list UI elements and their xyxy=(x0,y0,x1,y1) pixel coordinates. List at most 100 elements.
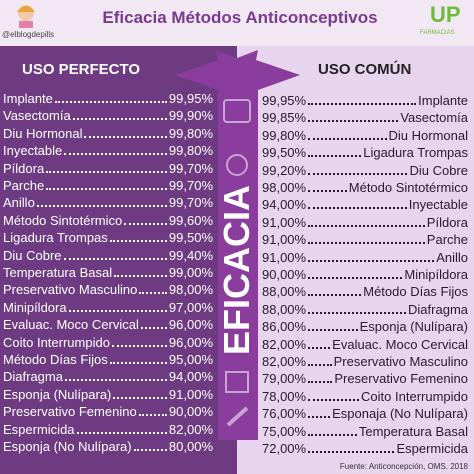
table-row: 75,00% Temperatura Basal xyxy=(262,422,468,439)
efficacy-value: 97,00% xyxy=(168,299,213,315)
table-row: Evaluac. Moco Cervical 96,00% xyxy=(3,315,213,332)
method-name: Ligadura Trompas xyxy=(3,230,108,246)
efficacy-value: 82,00% xyxy=(262,354,307,369)
table-row: 98,00% Método Sintotérmico xyxy=(262,178,468,195)
efficacy-value: 99,20% xyxy=(262,162,307,178)
efficacy-value: 82,00% xyxy=(168,421,213,437)
method-name: Inyectable xyxy=(3,143,63,159)
method-name: Esponaja (No Nulípara) xyxy=(332,406,468,422)
method-name: Esponja (Nulípara) xyxy=(359,319,468,335)
table-row: Esponja (No Nulípara) 80,00% xyxy=(3,437,213,454)
method-name: Ligadura Trompas xyxy=(363,145,468,161)
dot-leader xyxy=(109,240,167,243)
table-row: 94,00% Inyectable xyxy=(262,195,468,212)
efficacy-value: 78,00% xyxy=(262,388,307,404)
dot-leader xyxy=(308,311,407,314)
dot-leader xyxy=(54,101,167,103)
efficacy-value: 99,70% xyxy=(168,195,213,211)
dot-leader xyxy=(64,153,167,156)
dot-leader xyxy=(140,327,167,330)
efficacy-value: 99,50% xyxy=(168,230,213,246)
efficacy-value: 88,00% xyxy=(262,301,307,317)
method-name: Evaluac. Moco Cervical xyxy=(3,317,139,333)
efficacy-value: 98,00% xyxy=(168,282,213,298)
method-name: Implante xyxy=(418,93,468,108)
method-name: Evaluac. Moco Cervical xyxy=(332,336,468,352)
right-heading: USO COMÚN xyxy=(318,61,412,78)
table-row: Ligadura Trompas 99,50% xyxy=(3,228,213,245)
table-row: 99,20% Diu Cobre xyxy=(262,161,468,178)
dot-leader xyxy=(63,257,167,260)
efficacy-value: 99,70% xyxy=(168,178,213,193)
method-name: Diafragma xyxy=(408,301,468,317)
dot-leader xyxy=(46,188,167,190)
efficacy-value: 75,00% xyxy=(262,423,307,439)
dot-leader xyxy=(308,172,408,175)
method-name: Implante xyxy=(3,91,53,106)
table-row: 91,00% Anillo xyxy=(262,248,468,265)
method-name: Vasectomía xyxy=(400,110,468,126)
dot-leader xyxy=(308,364,332,366)
method-name: Anillo xyxy=(436,249,468,265)
dot-leader xyxy=(109,362,167,364)
dot-leader xyxy=(84,135,167,138)
dot-leader xyxy=(308,277,403,279)
efficacy-value: 94,00% xyxy=(262,197,307,213)
efficacy-value: 80,00% xyxy=(168,439,213,454)
method-name: Vasectomía xyxy=(3,108,71,124)
dot-leader xyxy=(308,224,425,227)
table-row: 82,00% Evaluac. Moco Cervical xyxy=(262,335,468,352)
dot-leader xyxy=(308,451,395,453)
left-panel xyxy=(0,46,237,474)
table-row: 99,95% Implante xyxy=(262,91,468,108)
table-row: 76,00% Esponaja (No Nulípara) xyxy=(262,404,468,421)
method-name: Temperatura Basal xyxy=(3,265,113,280)
center-label: EFICACIA xyxy=(216,185,257,355)
dot-leader xyxy=(72,118,167,121)
table-row: 79,00% Preservativo Femenino xyxy=(262,369,468,386)
table-row: 91,00% Parche xyxy=(262,230,468,247)
efficacy-value: 99,00% xyxy=(168,265,213,280)
dot-leader xyxy=(308,329,358,332)
method-name: Preservativo Femenino xyxy=(3,404,137,420)
dot-leader xyxy=(308,346,331,349)
dot-leader xyxy=(308,294,362,297)
method-name: Anillo xyxy=(3,195,35,211)
table-row: 78,00% Coito Interrumpido xyxy=(262,387,468,404)
efficacy-value: 95,00% xyxy=(168,352,213,367)
efficacy-value: 82,00% xyxy=(262,336,307,352)
dot-leader xyxy=(308,103,417,105)
efficacy-value: 72,00% xyxy=(262,441,307,456)
efficacy-value: 99,80% xyxy=(168,125,213,141)
table-row: Coito Interrumpido 96,00% xyxy=(3,333,213,350)
dot-leader xyxy=(113,396,167,399)
efficacy-value: 90,00% xyxy=(168,404,213,420)
method-name: Diu Hormonal xyxy=(388,127,468,143)
table-row: Esponja (Nulípara) 91,00% xyxy=(3,385,213,402)
method-name: Preservativo Masculino xyxy=(3,282,138,298)
table-row: Preservativo Masculino 98,00% xyxy=(3,280,213,297)
table-row: Parche 99,70% xyxy=(3,176,213,193)
method-name: Diafragma xyxy=(3,369,63,385)
efficacy-value: 99,95% xyxy=(262,93,307,108)
efficacy-value: 98,00% xyxy=(262,180,307,195)
table-row: Preservativo Femenino 90,00% xyxy=(3,402,213,419)
method-name: Coito Interrumpido xyxy=(3,334,110,350)
dot-leader xyxy=(308,259,435,262)
table-row: Píldora 99,70% xyxy=(3,159,213,176)
table-row: Temperatura Basal 99,00% xyxy=(3,263,213,280)
efficacy-value: 88,00% xyxy=(262,284,307,300)
table-row: 99,85% Vasectomía xyxy=(262,108,468,125)
efficacy-value: 86,00% xyxy=(262,319,307,335)
dot-leader xyxy=(124,222,167,225)
dot-leader xyxy=(308,398,360,401)
method-name: Preservativo Femenino xyxy=(334,371,468,387)
method-name: Diu Hormonal xyxy=(3,125,83,141)
efficacy-value: 91,00% xyxy=(168,386,213,402)
method-name: Minipíldora xyxy=(404,267,468,282)
table-row: Método Días Fijos 95,00% xyxy=(3,350,213,367)
left-heading: USO PERFECTO xyxy=(22,61,141,78)
method-name: Esponja (Nulípara) xyxy=(3,386,112,402)
table-row: 90,00% Minipíldora xyxy=(262,265,468,282)
method-name: Inyectable xyxy=(408,197,468,213)
